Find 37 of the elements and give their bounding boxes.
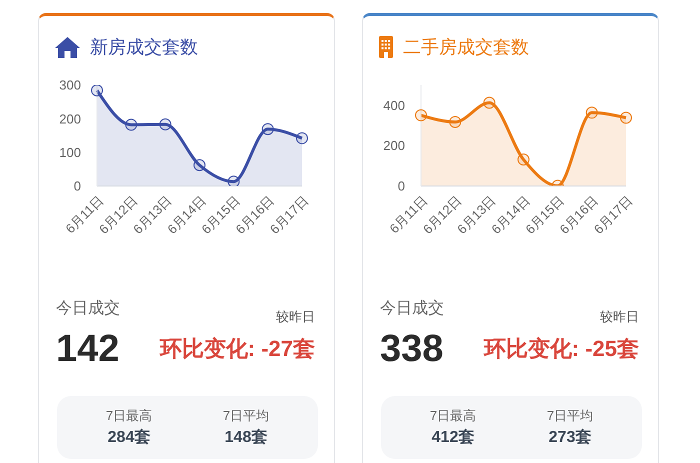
text: 412套 <box>430 429 476 448</box>
text: 较昨日 <box>600 309 639 325</box>
point <box>296 132 308 144</box>
y-tick-label: 0 <box>74 178 81 194</box>
point <box>483 96 496 109</box>
y-tick-label: 0 <box>398 178 405 194</box>
text: 环比变化: -27套 <box>160 336 315 362</box>
text: 今日成交 <box>56 300 120 318</box>
point <box>125 118 138 131</box>
y-tick-label: 400 <box>383 98 405 113</box>
text: 较昨日 <box>276 309 315 325</box>
text: 338 <box>380 328 444 372</box>
text: 环比变化: -25套 <box>484 336 639 362</box>
text: 142 <box>56 328 120 372</box>
point <box>415 109 427 122</box>
text: 7日最高 <box>428 408 478 424</box>
point <box>586 106 598 119</box>
y-tick-label: 100 <box>59 144 81 160</box>
chart-title: 新房成交套数 <box>90 36 198 59</box>
text: 273套 <box>548 429 592 448</box>
text: 284套 <box>106 429 152 448</box>
text: 148套 <box>224 429 268 448</box>
text: 7日最高 <box>104 408 154 424</box>
y-tick-label: 200 <box>383 138 405 154</box>
y-tick-label: 300 <box>59 78 81 93</box>
text: 7日平均 <box>546 408 594 424</box>
point <box>194 159 206 172</box>
text: 7日平均 <box>222 408 270 424</box>
point <box>228 176 240 186</box>
point <box>449 116 462 128</box>
point <box>91 85 103 96</box>
point <box>159 118 172 130</box>
text: 今日成交 <box>380 300 444 318</box>
chart-title: 二手房成交套数 <box>403 36 529 59</box>
y-tick-label: 200 <box>59 111 81 126</box>
point <box>620 112 632 124</box>
point <box>262 123 274 136</box>
